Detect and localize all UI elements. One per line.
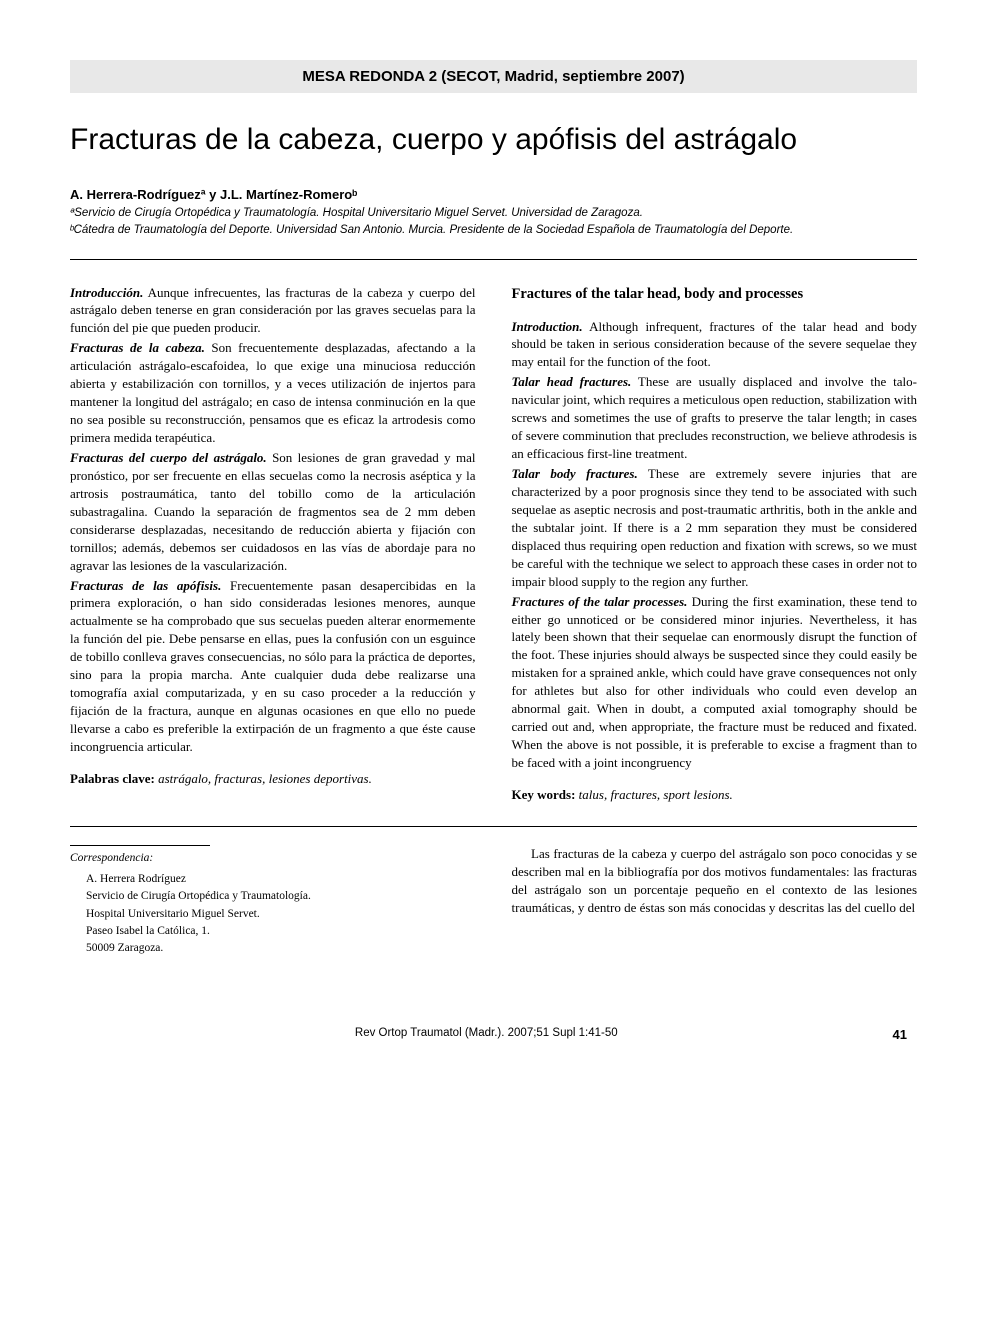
corr-line-3: Paseo Isabel la Católica, 1. (86, 923, 476, 940)
corr-line-4: 50009 Zaragoza. (86, 940, 476, 957)
divider-bottom (70, 826, 917, 827)
en-body: Talar body fractures. These are extremel… (512, 465, 918, 591)
es-proc: Fracturas de las apófisis. Frecuentement… (70, 577, 476, 756)
en-intro-label: Introduction. (512, 319, 583, 334)
divider-top (70, 259, 917, 260)
en-proc: Fractures of the talar processes. During… (512, 593, 918, 772)
es-head-text: Son frecuentemente desplazadas, afectand… (70, 340, 476, 445)
page-footer: Rev Ortop Traumatol (Madr.). 2007;51 Sup… (70, 1027, 917, 1042)
lower-columns: Correspondencia: A. Herrera Rodríguez Se… (70, 845, 917, 958)
body-paragraph-start: Las fracturas de la cabeza y cuerpo del … (512, 845, 918, 917)
es-head-label: Fracturas de la cabeza. (70, 340, 205, 355)
en-keywords: Key words: talus, fractures, sport lesio… (512, 786, 918, 804)
corr-line-0: A. Herrera Rodríguez (86, 871, 476, 888)
en-kw-text: talus, fractures, sport lesions. (575, 787, 732, 802)
corr-line-1: Servicio de Cirugía Ortopédica y Traumat… (86, 888, 476, 905)
correspondence-block: Correspondencia: A. Herrera Rodríguez Se… (70, 850, 476, 958)
es-proc-text: Frecuentemente pasan desapercibidas en l… (70, 578, 476, 754)
en-intro: Introduction. Although infrequent, fract… (512, 318, 918, 372)
correspondence-label: Correspondencia: (70, 850, 476, 867)
corr-rule (70, 845, 210, 846)
affiliation-a: ªServicio de Cirugía Ortopédica y Trauma… (70, 206, 917, 222)
en-body-text: These are extremely severe injuries that… (512, 466, 918, 589)
abstract-english: Fractures of the talar head, body and pr… (512, 284, 918, 806)
english-abstract-title: Fractures of the talar head, body and pr… (512, 284, 918, 304)
abstract-columns: Introducción. Aunque infrecuentes, las f… (70, 284, 917, 806)
en-head: Talar head fractures. These are usually … (512, 373, 918, 463)
en-proc-label: Fractures of the talar processes. (512, 594, 688, 609)
es-kw-text: astrágalo, fracturas, lesiones deportiva… (155, 771, 372, 786)
en-proc-text: During the first examination, these tend… (512, 594, 918, 770)
footer-page-number: 41 (893, 1027, 907, 1042)
es-kw-label: Palabras clave: (70, 771, 155, 786)
es-keywords: Palabras clave: astrágalo, fracturas, le… (70, 770, 476, 788)
article-title: Fracturas de la cabeza, cuerpo y apófisi… (70, 121, 917, 159)
body-start-column: Las fracturas de la cabeza y cuerpo del … (512, 845, 918, 958)
es-proc-label: Fracturas de las apófisis. (70, 578, 221, 593)
en-head-label: Talar head fractures. (512, 374, 632, 389)
es-body: Fracturas del cuerpo del astrágalo. Son … (70, 449, 476, 575)
es-body-text: Son lesiones de gran gravedad y mal pron… (70, 450, 476, 573)
correspondence-column: Correspondencia: A. Herrera Rodríguez Se… (70, 845, 476, 958)
corr-line-2: Hospital Universitario Miguel Servet. (86, 906, 476, 923)
abstract-spanish: Introducción. Aunque infrecuentes, las f… (70, 284, 476, 806)
es-intro-label: Introducción. (70, 285, 143, 300)
affiliation-b: ᵇCátedra de Traumatología del Deporte. U… (70, 223, 917, 239)
en-body-label: Talar body fractures. (512, 466, 638, 481)
es-head: Fracturas de la cabeza. Son frecuentemen… (70, 339, 476, 447)
en-kw-label: Key words: (512, 787, 576, 802)
es-body-label: Fracturas del cuerpo del astrágalo. (70, 450, 267, 465)
es-intro: Introducción. Aunque infrecuentes, las f… (70, 284, 476, 338)
footer-journal: Rev Ortop Traumatol (Madr.). 2007;51 Sup… (355, 1027, 618, 1042)
section-banner: MESA REDONDA 2 (SECOT, Madrid, septiembr… (70, 60, 917, 93)
authors-line: A. Herrera-Rodríguezª y J.L. Martínez-Ro… (70, 187, 917, 202)
